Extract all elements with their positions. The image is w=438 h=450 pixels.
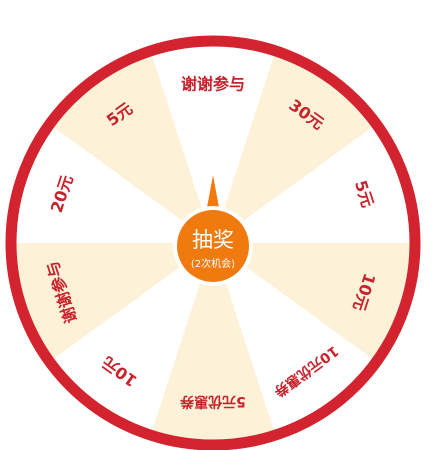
wheel-segment [213, 243, 411, 360]
wheel-segment [151, 45, 275, 244]
wheel-segment [15, 243, 213, 360]
start-button-title[interactable]: 抽奖 [192, 228, 234, 252]
start-button-subtitle[interactable]: (2次机会) [191, 257, 235, 270]
wheel-segment [52, 54, 213, 243]
prize-label: 5元优惠券 [179, 393, 246, 410]
wheel-segment [213, 126, 411, 243]
wheel-segments [15, 45, 411, 441]
wheel-segment [151, 243, 275, 441]
wheel-segment [213, 54, 374, 243]
start-button-core [177, 210, 249, 282]
start-draw-button[interactable]: 抽奖 (2次机会) [173, 175, 253, 286]
wheel-rim [5, 35, 421, 450]
pointer-arrow [206, 175, 220, 213]
wheel-segment [52, 243, 213, 432]
wheel-segment [15, 126, 213, 243]
prize-label: 谢谢参与 [181, 75, 245, 94]
wheel-segment [213, 243, 374, 432]
